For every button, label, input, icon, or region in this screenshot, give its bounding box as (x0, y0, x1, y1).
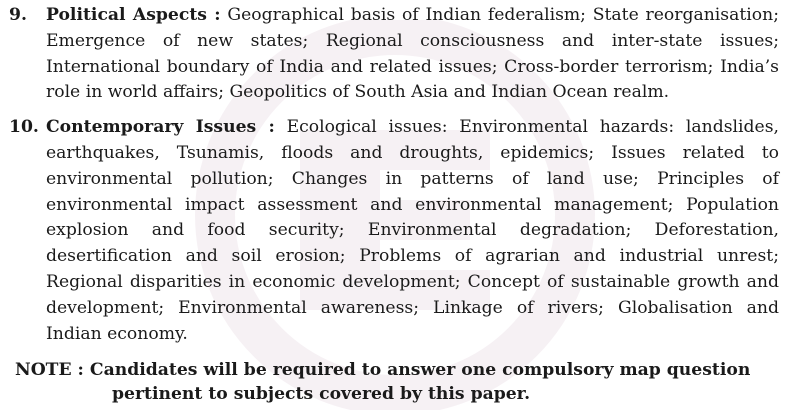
item-text: Ecological issues: Environmental hazards… (46, 117, 779, 344)
syllabus-item-contemporary-issues: 10. Contemporary Issues : Ecological iss… (9, 115, 779, 347)
item-text: Geographical basis of Indian federalism;… (46, 5, 779, 103)
item-heading: Political Aspects : (46, 5, 221, 25)
note-label: NOTE : (15, 360, 84, 381)
item-body: Political Aspects : Geographical basis o… (46, 3, 779, 106)
item-number: 9. (9, 5, 27, 25)
item-heading: Contemporary Issues : (46, 117, 275, 138)
note-block: NOTE : Candidates will be required to an… (15, 358, 779, 406)
note-line-2: pertinent to subjects covered by this pa… (112, 384, 531, 405)
syllabus-item-political-aspects: 9. Political Aspects : Geographical basi… (9, 3, 779, 106)
item-number: 10. (9, 117, 39, 138)
item-body: Contemporary Issues : Ecological issues:… (46, 115, 779, 347)
note-line-1: Candidates will be required to answer on… (83, 360, 751, 381)
